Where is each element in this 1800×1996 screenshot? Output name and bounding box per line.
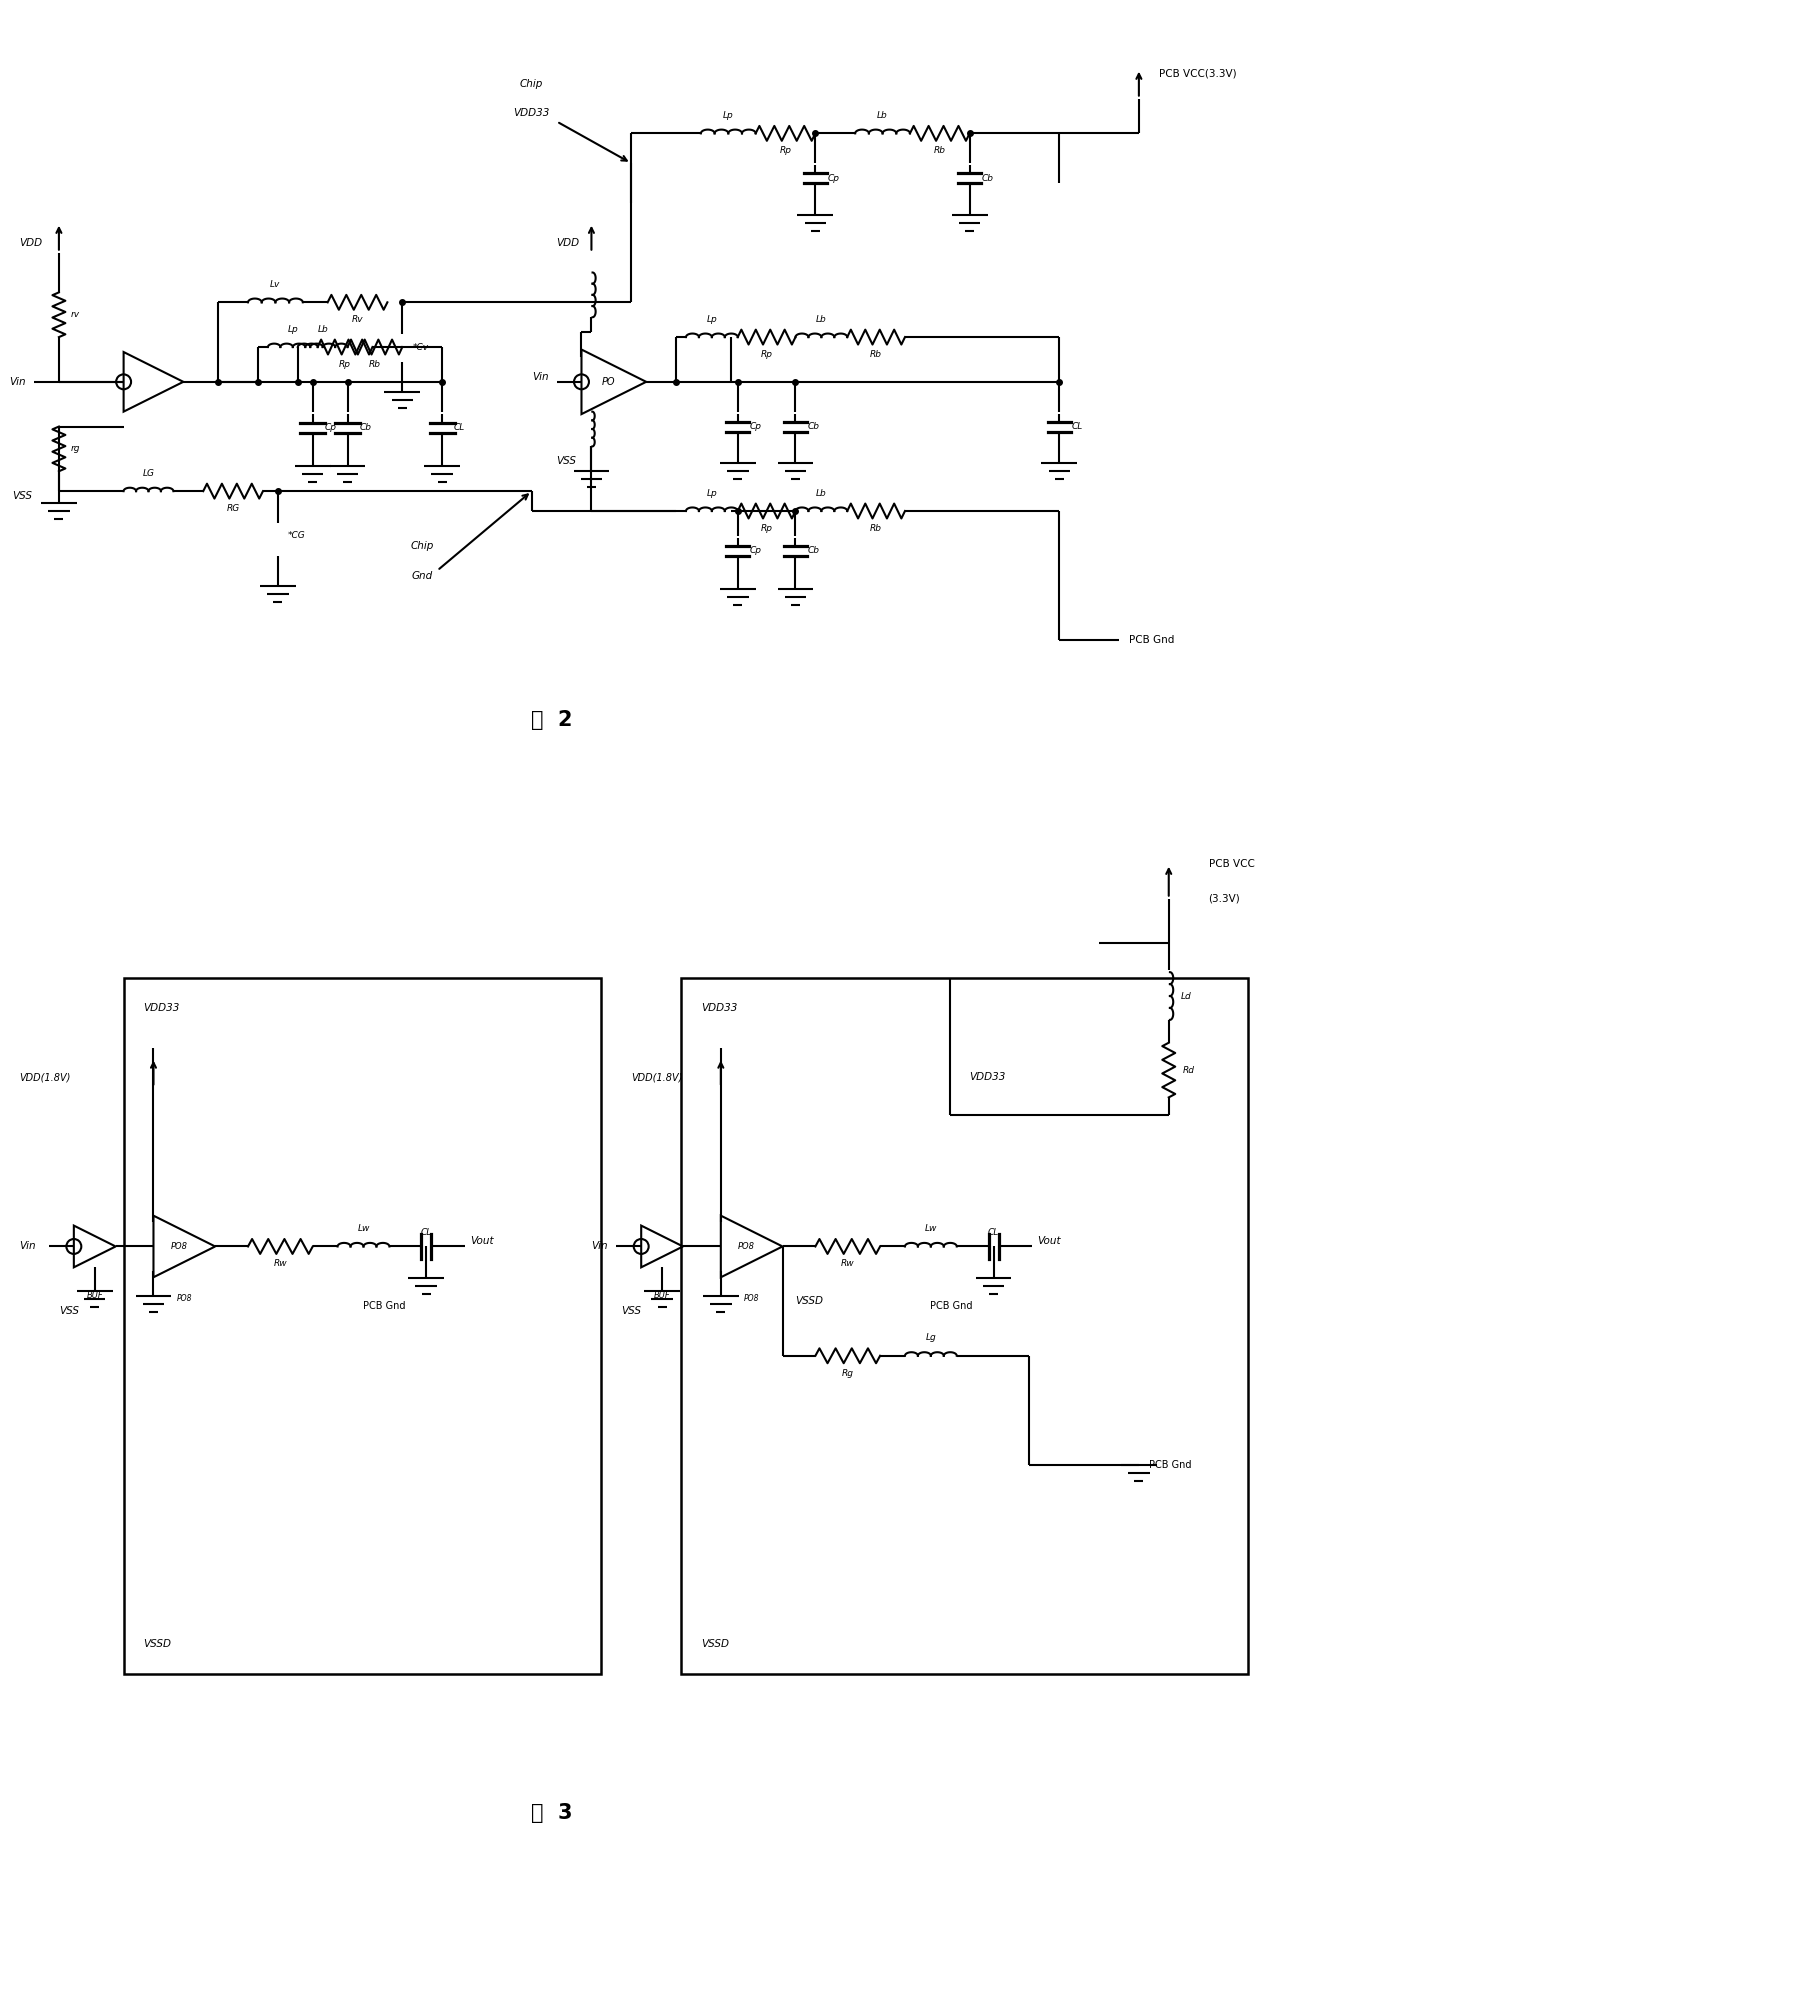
Text: Rp: Rp (761, 349, 772, 359)
Text: Cb: Cb (981, 174, 994, 182)
Text: Chip: Chip (410, 541, 434, 551)
Text: CL: CL (454, 423, 466, 431)
Text: Rw: Rw (841, 1259, 855, 1267)
Text: Cp: Cp (749, 421, 761, 431)
Text: PCB Gnd: PCB Gnd (1129, 635, 1174, 645)
Bar (124, 978, 601, 1675)
Text: BUF: BUF (86, 1291, 103, 1299)
Text: Rp: Rp (761, 523, 772, 533)
Text: Lw: Lw (925, 1224, 938, 1234)
Text: PCB Gnd: PCB Gnd (931, 1301, 972, 1311)
Text: Lb: Lb (815, 489, 826, 497)
Text: VSS: VSS (621, 1305, 641, 1315)
Text: rg: rg (70, 445, 81, 453)
Text: Rb: Rb (934, 146, 945, 156)
Text: PCB VCC: PCB VCC (1208, 858, 1255, 868)
Text: Lp: Lp (724, 110, 734, 120)
Text: Lb: Lb (815, 315, 826, 323)
Text: LG: LG (142, 469, 155, 477)
Text: Rd: Rd (1183, 1066, 1195, 1074)
Text: *Cv: *Cv (412, 343, 428, 351)
Text: Gnd: Gnd (412, 571, 432, 581)
Text: Ld: Ld (1181, 992, 1192, 1000)
Text: Lg: Lg (925, 1333, 936, 1341)
Text: Lp: Lp (706, 489, 716, 497)
Text: Vin: Vin (20, 1242, 36, 1251)
Text: Cp: Cp (828, 174, 839, 182)
Text: Lp: Lp (706, 315, 716, 323)
Text: Rp: Rp (338, 359, 351, 369)
Text: VSSD: VSSD (144, 1639, 171, 1649)
Text: Vin: Vin (531, 371, 549, 381)
Text: VSS: VSS (59, 1305, 79, 1315)
Text: VSS: VSS (13, 491, 32, 501)
Bar (680, 978, 1249, 1675)
Text: VDD(1.8V): VDD(1.8V) (632, 1072, 682, 1082)
Text: PO: PO (601, 377, 616, 387)
Text: PCB Gnd: PCB Gnd (362, 1301, 405, 1311)
Text: VSS: VSS (556, 457, 576, 467)
Text: VDD33: VDD33 (970, 1072, 1006, 1082)
Text: VSSD: VSSD (700, 1639, 729, 1649)
Text: PO8: PO8 (176, 1293, 193, 1303)
Text: Rg: Rg (842, 1369, 853, 1377)
Text: PCB Gnd: PCB Gnd (1148, 1461, 1192, 1471)
Text: Vin: Vin (9, 377, 25, 387)
Text: 图  2: 图 2 (531, 711, 572, 731)
Text: BUF: BUF (653, 1291, 670, 1299)
Text: Lb: Lb (317, 325, 328, 333)
Text: CL: CL (988, 1228, 999, 1236)
Text: Rb: Rb (369, 359, 382, 369)
Text: Lv: Lv (270, 279, 281, 289)
Text: Cp: Cp (324, 423, 337, 431)
Text: Rb: Rb (869, 523, 882, 533)
Text: Rw: Rw (274, 1259, 288, 1267)
Text: PCB VCC(3.3V): PCB VCC(3.3V) (1159, 68, 1237, 78)
Text: Rv: Rv (351, 315, 364, 323)
Text: VDD: VDD (556, 238, 580, 248)
Text: Cb: Cb (360, 423, 371, 431)
Text: VDD: VDD (20, 238, 41, 248)
Text: Rb: Rb (869, 349, 882, 359)
Text: PO8: PO8 (743, 1293, 760, 1303)
Text: Vin: Vin (592, 1242, 608, 1251)
Text: Lb: Lb (877, 110, 887, 120)
Text: CL: CL (421, 1228, 432, 1236)
Text: Rp: Rp (779, 146, 792, 156)
Text: Vout: Vout (1037, 1236, 1060, 1246)
Text: VDD33: VDD33 (700, 1002, 738, 1012)
Text: Cb: Cb (808, 547, 819, 555)
Text: Vout: Vout (470, 1236, 493, 1246)
Text: 图  3: 图 3 (531, 1802, 572, 1822)
Text: PO8: PO8 (738, 1242, 756, 1251)
Text: Cp: Cp (749, 547, 761, 555)
Text: rv: rv (70, 309, 79, 319)
Text: VDD(1.8V): VDD(1.8V) (20, 1072, 70, 1082)
Text: VSSD: VSSD (796, 1295, 823, 1305)
Text: Lw: Lw (358, 1224, 369, 1234)
Text: Lp: Lp (288, 325, 299, 333)
Text: VDD33: VDD33 (144, 1002, 180, 1012)
Text: RG: RG (227, 505, 239, 513)
Text: *CG: *CG (288, 531, 306, 541)
Text: CL: CL (1071, 421, 1082, 431)
Text: Cb: Cb (808, 421, 819, 431)
Text: PO8: PO8 (171, 1242, 187, 1251)
Text: Chip: Chip (520, 78, 544, 88)
Text: VDD33: VDD33 (513, 108, 551, 118)
Text: (3.3V): (3.3V) (1208, 894, 1240, 904)
